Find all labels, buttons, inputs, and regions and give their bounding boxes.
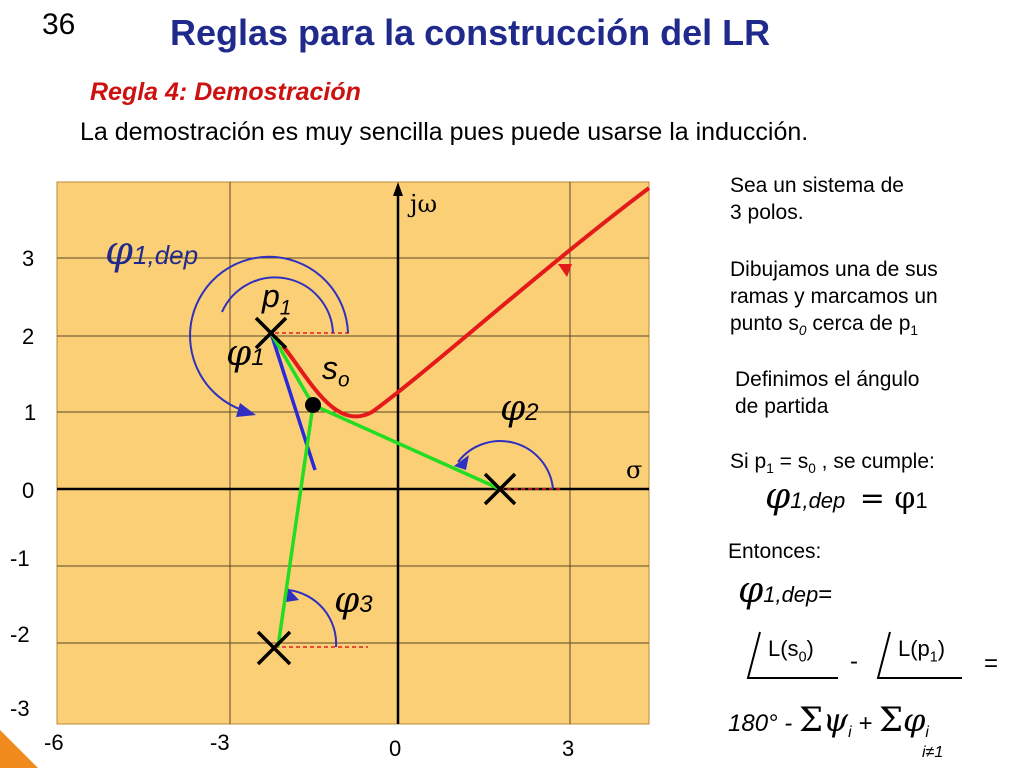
x-tick-label: -6 xyxy=(44,730,64,755)
equation-final: 180° - Σψi + Σφi xyxy=(728,700,929,741)
arc-phi1dep xyxy=(189,255,349,411)
arc-phi3 xyxy=(287,589,338,648)
y-tick-label: 1 xyxy=(24,400,37,425)
label-phi1dep: φ1,dep xyxy=(105,228,199,274)
y-tick-label: 2 xyxy=(22,324,35,349)
slide-title: Reglas para la construcción del LR xyxy=(170,12,771,53)
minus-sign: - xyxy=(850,648,858,675)
locus-arrow xyxy=(558,264,572,277)
equation-1: φ1,dep = φ1 xyxy=(765,476,928,517)
entonces-label: Entonces: xyxy=(728,540,822,563)
side-paragraph-1: Sea un sistema de 3 polos. xyxy=(730,174,904,224)
arc-phi2 xyxy=(457,440,554,490)
label-p1: p1 xyxy=(262,278,292,320)
plot-background xyxy=(56,181,650,725)
label-phi3: φ3 xyxy=(334,580,373,621)
equation-2: φ1,dep= xyxy=(738,570,833,611)
imag-axis-arrow xyxy=(393,182,403,196)
slide-subtitle: Regla 4: Demostración xyxy=(90,78,361,106)
point-s0 xyxy=(305,397,321,413)
pole-vectors xyxy=(269,332,501,648)
y-tick-label: -2 xyxy=(10,622,30,647)
side-paragraph-3: Definimos el ángulo de partida xyxy=(735,368,920,418)
imag-axis-label: jω xyxy=(410,190,438,218)
corner-decoration xyxy=(0,730,38,768)
reference-dashes xyxy=(275,332,560,648)
label-s0: so xyxy=(322,350,350,392)
y-tick-label: 3 xyxy=(22,246,35,271)
label-phi1: φ1 xyxy=(226,333,265,374)
real-axis-label: σ xyxy=(626,456,643,484)
arrowhead-phi1dep xyxy=(236,403,256,417)
intro-text: La demostración es muy sencilla pues pue… xyxy=(80,118,809,146)
angle-L-p1: L(p1) xyxy=(898,636,946,666)
pole-p2 xyxy=(483,472,517,506)
arrowhead-phi3 xyxy=(286,587,299,602)
label-phi2: φ2 xyxy=(500,388,539,429)
arc-arrowheads xyxy=(236,403,469,602)
y-tick-label: -1 xyxy=(10,546,30,571)
sum-index: i≠1 xyxy=(922,744,944,761)
y-tick-label: -3 xyxy=(10,696,30,721)
x-tick-label: 3 xyxy=(562,736,575,761)
arrowhead-phi2 xyxy=(454,455,469,470)
arc-phi1 xyxy=(221,276,334,334)
angle-L-s0: L(s0) xyxy=(768,636,814,666)
x-tick-label: -3 xyxy=(210,730,230,755)
side-paragraph-2: Dibujamos una de sus ramas y marcamos un… xyxy=(730,258,938,339)
locus-branch xyxy=(281,186,651,419)
equals-sign: = xyxy=(984,650,999,677)
poles xyxy=(254,316,517,666)
grid-lines xyxy=(57,182,649,724)
x-tick-label: 0 xyxy=(389,736,402,761)
slide-number: 36 xyxy=(42,8,76,41)
side-condition: Si p1 = s0 , se cumple: xyxy=(730,450,935,477)
y-tick-label: 0 xyxy=(22,478,35,503)
angle-arcs xyxy=(189,255,554,648)
pole-p1 xyxy=(254,316,288,350)
pole-p3 xyxy=(256,630,292,666)
